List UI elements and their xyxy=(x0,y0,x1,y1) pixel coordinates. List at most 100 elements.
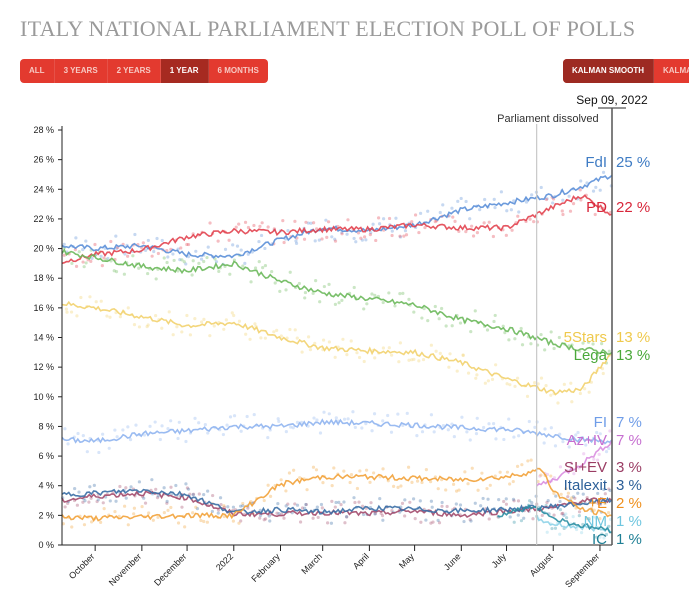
poll-point-fi xyxy=(225,423,229,427)
poll-point-fi xyxy=(415,433,419,438)
poll-point-e xyxy=(415,479,420,483)
poll-point-fdi xyxy=(352,236,356,241)
poll-point-pd xyxy=(179,246,183,250)
x-tick-label: June xyxy=(442,551,463,572)
poll-point-5stars xyxy=(193,317,197,321)
poll-point-italexit xyxy=(602,487,606,492)
range-button-2-years[interactable]: 2 YEARS xyxy=(108,59,161,83)
poll-point-lega xyxy=(407,297,411,302)
poll-point-e xyxy=(321,481,325,485)
poll-point-fdi xyxy=(509,208,513,212)
poll-point-lega xyxy=(595,353,600,357)
poll-point-5stars xyxy=(167,310,171,314)
poll-point-fdi xyxy=(155,236,159,241)
poll-point-pd xyxy=(246,225,251,230)
poll-point-5stars xyxy=(412,357,416,361)
poll-point-fi xyxy=(441,424,446,428)
series-value-ic: 1 % xyxy=(616,531,642,548)
poll-point-fi xyxy=(487,422,491,426)
poll-point-si-ev xyxy=(440,504,444,508)
poll-point-pd xyxy=(516,214,520,218)
poll-point-lega xyxy=(581,341,585,345)
poll-point-italexit xyxy=(218,496,223,500)
poll-point-italexit xyxy=(231,505,236,509)
poll-point-5stars xyxy=(65,310,69,314)
poll-point-e xyxy=(126,523,130,527)
poll-point-fi xyxy=(266,436,270,440)
poll-point-e xyxy=(606,510,611,515)
range-button-6-months[interactable]: 6 MONTHS xyxy=(217,66,259,75)
poll-point-5stars xyxy=(455,369,459,373)
poll-point-italexit xyxy=(479,504,483,508)
poll-point-5stars xyxy=(549,393,553,397)
series-value-lega: 13 % xyxy=(616,347,650,364)
poll-point-ic xyxy=(558,508,563,512)
poll-point-lega xyxy=(190,273,194,277)
poll-point-5stars xyxy=(244,332,248,336)
poll-point-5stars xyxy=(474,376,478,380)
poll-point-5stars xyxy=(466,371,471,375)
poll-point-fdi xyxy=(483,197,487,202)
range-button-1-year[interactable]: 1 YEAR xyxy=(160,59,209,83)
poll-point-5stars xyxy=(505,382,509,386)
poll-point-e xyxy=(194,505,198,509)
poll-point-e xyxy=(507,482,512,486)
poll-point-italexit xyxy=(156,494,160,498)
poll-point-5stars xyxy=(390,353,394,357)
poll-point-pd xyxy=(281,219,285,223)
poll-point-e xyxy=(151,518,155,522)
poll-point-si-ev xyxy=(339,503,343,507)
poll-point-ic xyxy=(577,514,581,518)
smoothing-button-kalman[interactable]: KALMAN xyxy=(663,66,689,75)
poll-point-italexit xyxy=(304,502,308,507)
poll-point-5stars xyxy=(259,336,263,340)
poll-point-e xyxy=(166,508,170,512)
poll-point-5stars xyxy=(333,355,337,359)
poll-point-e xyxy=(102,507,106,511)
poll-point-e xyxy=(348,480,352,485)
range-button-all[interactable]: ALL xyxy=(20,59,55,83)
poll-point-e xyxy=(342,469,346,473)
poll-point-pd xyxy=(544,197,549,202)
poll-point-si-ev xyxy=(325,521,330,525)
smoothing-button-kalman-smooth[interactable]: KALMAN SMOOTH xyxy=(563,59,654,83)
poll-point-fdi xyxy=(567,194,571,198)
poll-point-pd xyxy=(464,230,468,234)
poll-point-fi xyxy=(595,430,599,435)
poll-point-fi xyxy=(607,446,611,451)
poll-point-e xyxy=(202,519,206,524)
poll-point-fi xyxy=(396,412,400,416)
poll-point-pd xyxy=(227,238,231,242)
poll-point-5stars xyxy=(160,326,164,330)
poll-point-fdi xyxy=(62,242,66,246)
poll-point-fi xyxy=(134,423,138,427)
poll-point-5stars xyxy=(185,313,189,318)
poll-point-italexit xyxy=(481,496,485,501)
poll-point-lega xyxy=(373,293,377,297)
poll-point-italexit xyxy=(576,491,580,495)
poll-point-pd xyxy=(74,264,79,268)
poll-point-e xyxy=(147,511,151,515)
poll-point-fi xyxy=(176,436,180,441)
range-button-3-years[interactable]: 3 YEARS xyxy=(55,59,108,83)
poll-point-lega xyxy=(381,300,385,305)
poll-point-fdi xyxy=(354,240,358,244)
poll-point-fdi xyxy=(231,243,235,247)
series-label-ic: IC xyxy=(592,531,607,548)
poll-point-e xyxy=(231,519,235,523)
poll-point-fi xyxy=(553,444,558,448)
poll-point-fi xyxy=(295,420,300,424)
poll-point-si-ev xyxy=(504,502,509,506)
poll-point-si-ev xyxy=(560,512,564,516)
poll-point-e xyxy=(70,525,74,529)
poll-point-lega xyxy=(520,343,525,347)
poll-point-lega xyxy=(114,270,119,274)
series-line-e xyxy=(61,467,613,523)
poll-point-si-ev xyxy=(540,513,544,518)
poll-point-fi xyxy=(318,431,323,435)
poll-point-si-ev xyxy=(282,516,286,520)
poll-point-si-ev xyxy=(345,515,349,519)
poll-point-e xyxy=(410,480,414,484)
poll-point-fdi xyxy=(184,262,188,266)
